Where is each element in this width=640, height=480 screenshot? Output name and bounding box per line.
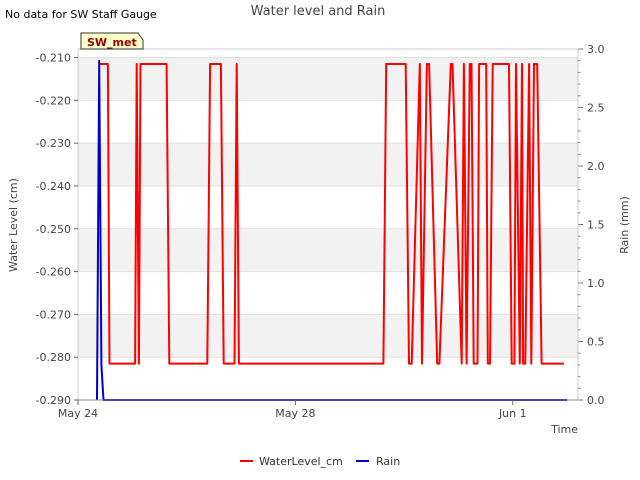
legend-label-waterlevel: WaterLevel_cm: [259, 455, 343, 468]
status-note: No data for SW Staff Gauge: [5, 8, 157, 21]
legend: WaterLevel_cm Rain: [240, 455, 400, 468]
x-tick-label: May 24: [58, 407, 98, 420]
y-left-tick-label: -0.280: [36, 351, 71, 364]
y-right-tick-label: 1.5: [587, 219, 605, 232]
plot-band: [78, 49, 578, 58]
y-left-tick-label: -0.230: [36, 137, 71, 150]
axes: -0.210 -0.220 -0.230 -0.240 -0.250 -0.260 -0.2…: [36, 43, 605, 420]
station-tag-label: SW_met: [87, 36, 137, 49]
y-right-tick-label: 1.0: [587, 277, 605, 290]
x-tick-label: Jun 1: [498, 407, 527, 420]
y-axis-label-left: Water Level (cm): [7, 178, 20, 272]
y-axis-label-right: Rain (mm): [618, 196, 631, 254]
y-right-tick-label: 2.0: [587, 160, 605, 173]
plot-band: [78, 314, 578, 358]
chart-title: Water level and Rain: [251, 4, 386, 19]
y-left-tick-label: -0.210: [36, 52, 71, 65]
y-right-tick-label: 3.0: [587, 43, 605, 56]
y-left-tick-label: -0.240: [36, 180, 71, 193]
plot-background-bands: [78, 49, 578, 358]
legend-label-rain: Rain: [376, 455, 400, 468]
plot-band: [78, 228, 578, 272]
y-right-tick-label: 0.5: [587, 336, 605, 349]
y-left-tick-label: -0.220: [36, 94, 71, 107]
y-right-tick-label: 2.5: [587, 102, 605, 115]
y-left-tick-label: -0.270: [36, 308, 71, 321]
y-left-tick-label: -0.260: [36, 266, 71, 279]
plot-band: [78, 143, 578, 186]
series-line-waterlevel-cm: [98, 63, 564, 365]
y-left-tick-label: -0.250: [36, 223, 71, 236]
x-axis-label: Time: [550, 423, 578, 436]
y-left-tick-label: -0.290: [36, 394, 71, 407]
x-tick-label: May 28: [275, 407, 315, 420]
station-tag: SW_met: [80, 32, 144, 50]
y-right-tick-label: 0.0: [587, 394, 605, 407]
